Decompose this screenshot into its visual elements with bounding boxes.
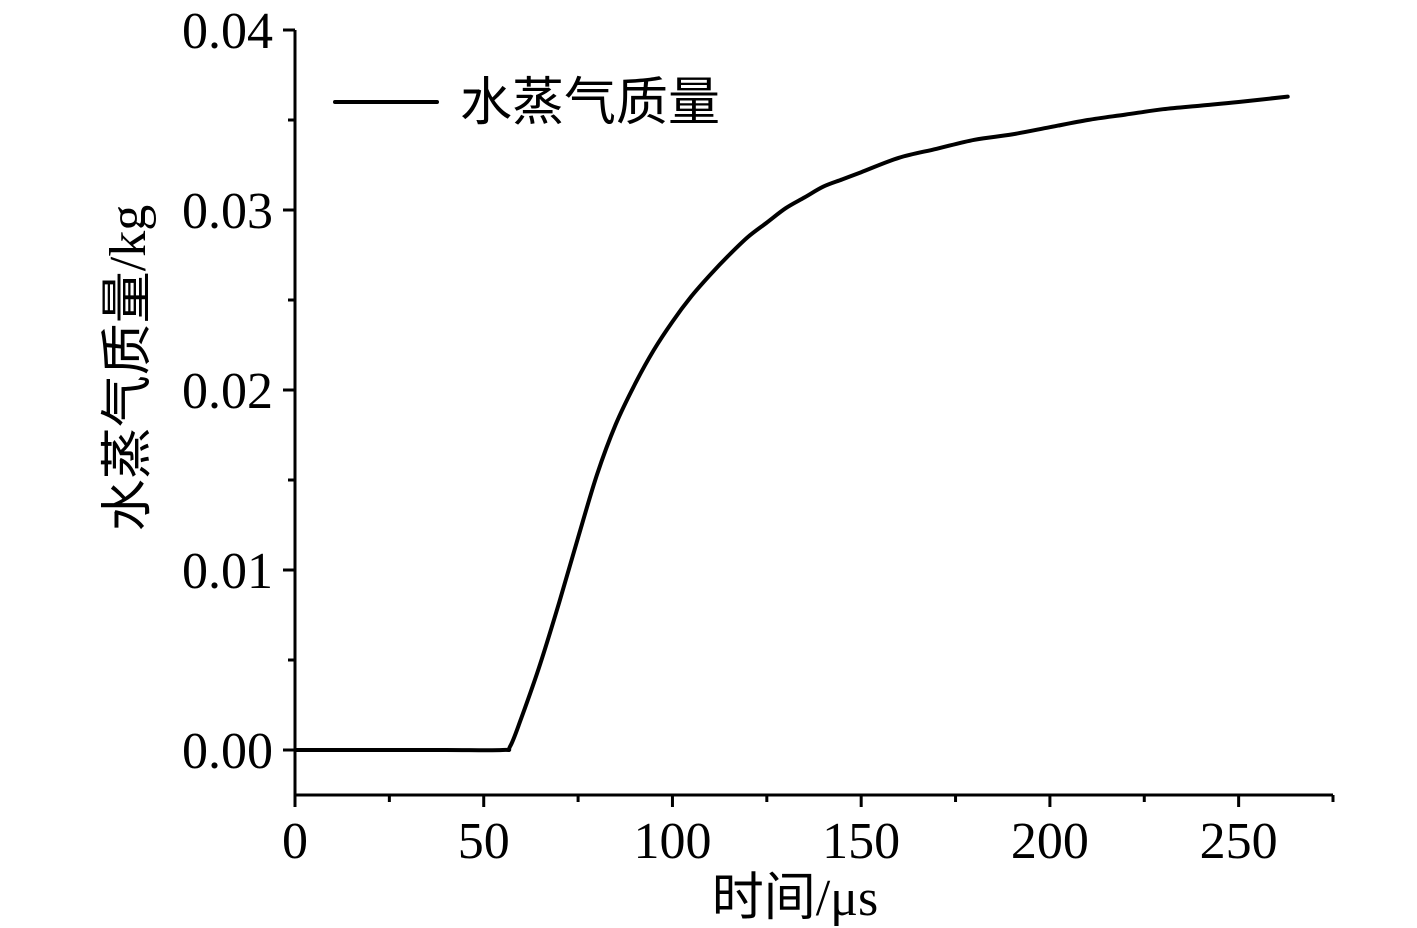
x-tick-label: 0	[282, 813, 308, 870]
legend-label: 水蒸气质量	[460, 75, 720, 132]
x-tick-label: 250	[1200, 813, 1278, 870]
x-tick-label: 50	[458, 813, 510, 870]
series-line-0	[293, 94, 1290, 753]
y-tick-label: 0.03	[182, 183, 273, 240]
x-axis-label: 时间/μs	[712, 870, 879, 927]
x-axis-ticks: 0 50 100 150 200 250	[282, 795, 1335, 870]
legend: 水蒸气质量	[333, 75, 720, 132]
series-layer	[293, 94, 1290, 753]
y-tick-label: 0.04	[182, 3, 273, 60]
x-tick-label: 150	[822, 813, 900, 870]
y-tick-label: 0.00	[182, 723, 273, 780]
y-tick-label: 0.01	[182, 543, 273, 600]
y-tick-label: 0.02	[182, 363, 273, 420]
y-axis-label: 水蒸气质量/kg	[100, 205, 157, 531]
x-tick-label: 200	[1011, 813, 1089, 870]
x-tick-label: 100	[633, 813, 711, 870]
y-axis-ticks: 0.00 0.01 0.02 0.03 0.04	[182, 3, 295, 780]
